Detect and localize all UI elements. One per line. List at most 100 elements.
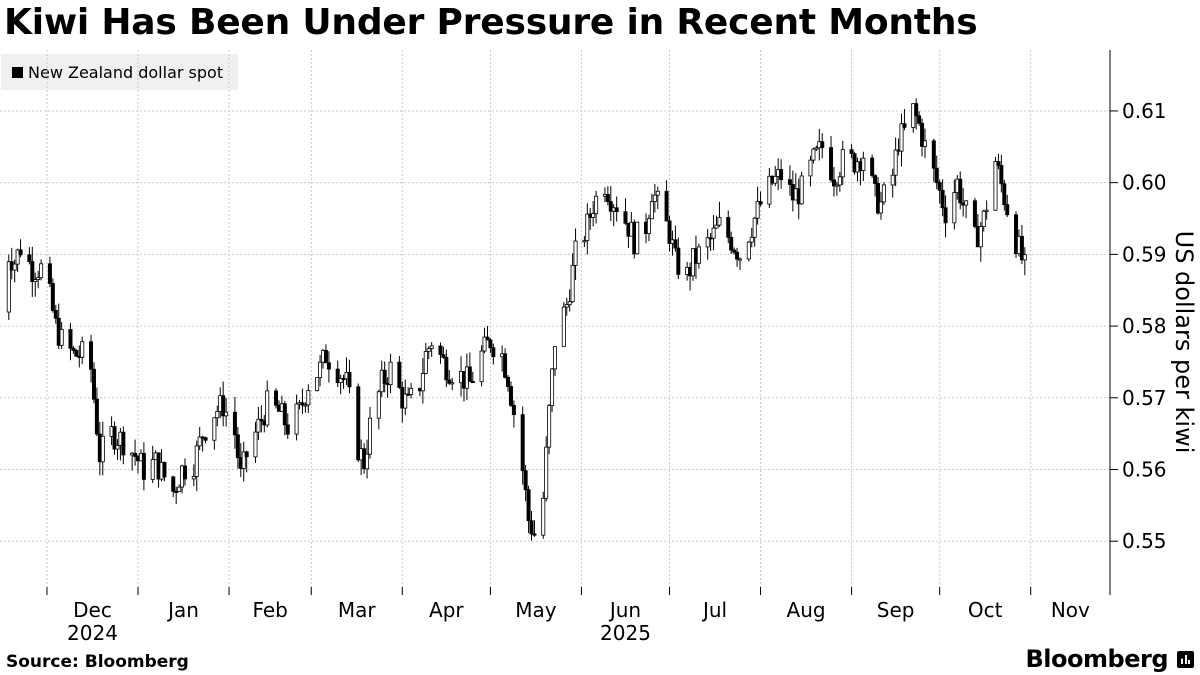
chart-title: Kiwi Has Been Under Pressure in Recent M… <box>4 2 978 43</box>
candle-body <box>614 207 619 213</box>
candle-body <box>112 426 117 450</box>
y-tick-label: 0.58 <box>1122 314 1167 338</box>
candle-body <box>717 217 722 226</box>
candle-body <box>241 451 246 469</box>
candle-body <box>12 263 17 271</box>
candle-body <box>923 140 928 147</box>
candle-body <box>876 183 881 214</box>
candle-body <box>899 123 904 152</box>
candle-body <box>873 175 878 184</box>
x-tick-label: Nov <box>1051 598 1090 622</box>
candle-body <box>59 329 64 346</box>
x-tick-label: May <box>515 598 557 622</box>
bloomberg-chart-icon <box>1177 651 1194 668</box>
x-tick-label: Aug <box>787 598 826 622</box>
candle-body <box>585 213 590 242</box>
candle-body <box>197 436 202 447</box>
candle-body <box>409 388 414 395</box>
x-tick-label: Jul <box>701 598 727 622</box>
y-tick-label: 0.61 <box>1122 99 1167 123</box>
candle-body <box>1014 214 1019 255</box>
x-tick-label: Dec <box>73 598 112 622</box>
brand-logo-text: Bloomberg <box>1025 645 1169 673</box>
y-tick-label: 0.56 <box>1122 458 1167 482</box>
candle-body <box>194 445 199 477</box>
candle-body <box>811 148 816 161</box>
candle-body <box>523 470 528 491</box>
candle-body <box>212 417 217 441</box>
candle-body <box>6 261 11 313</box>
candle-body <box>294 403 299 435</box>
candle-body <box>664 190 669 222</box>
candle-body <box>696 246 701 264</box>
candle-body <box>18 249 23 256</box>
candle-body <box>506 376 511 387</box>
candle-body <box>635 221 640 255</box>
candle-body <box>749 236 754 243</box>
candle-body <box>964 200 969 206</box>
candle-body <box>984 209 989 212</box>
y-tick-label: 0.59 <box>1122 242 1167 266</box>
candle-body <box>893 149 898 176</box>
candle-body <box>649 201 654 220</box>
y-tick-label: 0.57 <box>1122 386 1167 410</box>
candle-body <box>467 366 472 382</box>
candle-body <box>511 404 516 416</box>
candle-body <box>306 390 311 406</box>
candle-body <box>996 161 1001 166</box>
candle-body <box>482 336 487 352</box>
legend-label: New Zealand dollar spot <box>28 62 224 82</box>
candle-body <box>849 149 854 154</box>
candle-body <box>382 369 387 384</box>
candle-body <box>711 227 716 239</box>
candle-body <box>300 402 305 406</box>
candle-body <box>256 418 261 433</box>
candle-body <box>347 371 352 388</box>
source-note: Source: Bloomberg <box>6 652 189 672</box>
candle-body <box>15 249 20 265</box>
candle-body <box>429 345 434 350</box>
x-tick-label: Sep <box>877 598 915 622</box>
x-tick-label: Mar <box>338 598 377 622</box>
candle-body <box>937 182 942 191</box>
candle-body <box>121 431 126 456</box>
candle-body <box>365 453 370 470</box>
candle-body <box>335 368 340 384</box>
candle-body <box>470 381 475 384</box>
candle-body <box>33 279 38 283</box>
candle-body <box>27 254 32 263</box>
candle-body <box>403 393 408 409</box>
candle-body <box>191 476 196 480</box>
candle-body <box>920 122 925 147</box>
candle-body <box>71 347 76 351</box>
candle-body <box>861 157 866 172</box>
candle-body <box>491 347 496 358</box>
candle-body <box>981 210 986 227</box>
candle-body <box>285 424 290 435</box>
candle-body <box>553 346 558 370</box>
x-year-label: 2024 <box>67 621 118 645</box>
candle-body <box>315 377 320 392</box>
candle-body <box>253 431 258 458</box>
candle-body <box>931 140 936 169</box>
x-year-label: 2025 <box>600 621 651 645</box>
candle-body <box>532 533 537 536</box>
candle-body <box>820 141 825 149</box>
candle-body <box>326 362 331 370</box>
candle-body <box>30 261 35 283</box>
y-tick-label: 0.60 <box>1122 171 1167 195</box>
candle-body <box>881 184 886 203</box>
candle-body <box>943 207 948 224</box>
candle-body <box>591 213 596 218</box>
candle-body <box>726 217 731 238</box>
candle-body <box>746 241 751 260</box>
candle-body <box>870 157 875 176</box>
candle-body <box>993 161 998 211</box>
candle-body <box>488 339 493 349</box>
candle-body <box>503 353 508 378</box>
candle-body <box>972 200 977 227</box>
candle-body <box>115 445 120 450</box>
candle-body <box>573 240 578 266</box>
candle-body <box>447 379 452 384</box>
candle-body <box>171 476 176 492</box>
